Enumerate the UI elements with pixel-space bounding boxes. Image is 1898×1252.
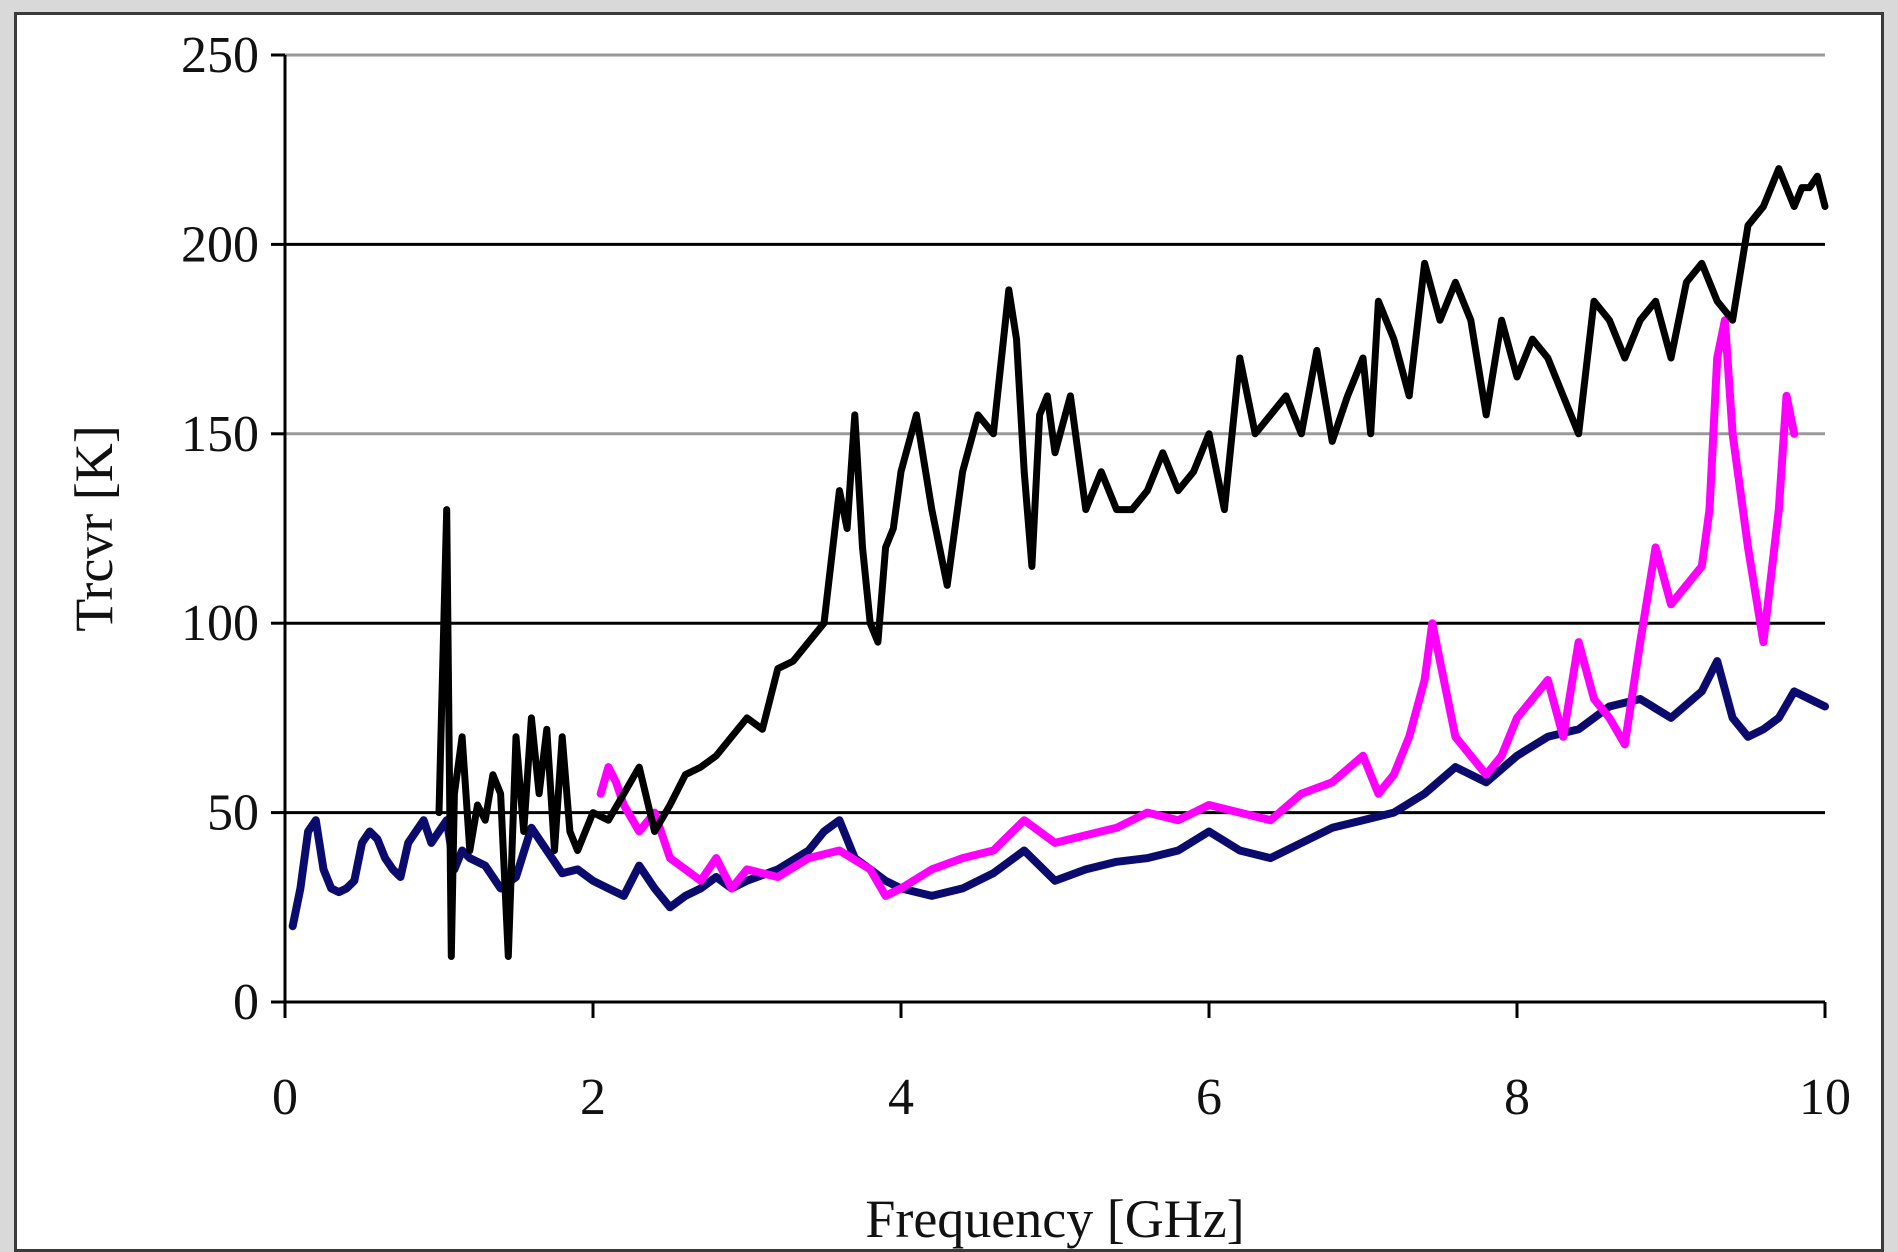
x-tick-label: 10: [1799, 1069, 1851, 1126]
y-tick-label: 250: [181, 27, 259, 84]
y-tick-label: 200: [181, 216, 259, 273]
chart: 0 50 100 150 200 250 0 2 4 6 8 10 Frequency [GHz] T…: [64, 27, 1851, 1249]
y-tick-label: 100: [181, 595, 259, 652]
x-tick-label: 8: [1504, 1069, 1530, 1126]
axes: [271, 53, 1827, 1018]
tick-labels: 0 50 100 150 200 250 0 2 4 6 8 10: [181, 27, 1851, 1126]
x-tick-label: 2: [580, 1069, 606, 1126]
x-tick-label: 4: [888, 1069, 914, 1126]
chart-frame: 0 50 100 150 200 250 0 2 4 6 8 10 Frequency [GHz] T…: [14, 12, 1884, 1252]
y-tick-label: 150: [181, 406, 259, 463]
y-tick-label: 50: [207, 785, 259, 842]
series-line-2: [435, 165, 1829, 960]
y-tick-label: 0: [233, 974, 259, 1031]
series-line-1: [596, 316, 1799, 900]
x-tick-label: 0: [272, 1069, 298, 1126]
x-axis-title: Frequency [GHz]: [865, 1189, 1244, 1249]
series-layer: [288, 165, 1829, 960]
x-tick-label: 6: [1196, 1069, 1222, 1126]
y-axis-title: Trcvr [K]: [64, 425, 124, 631]
